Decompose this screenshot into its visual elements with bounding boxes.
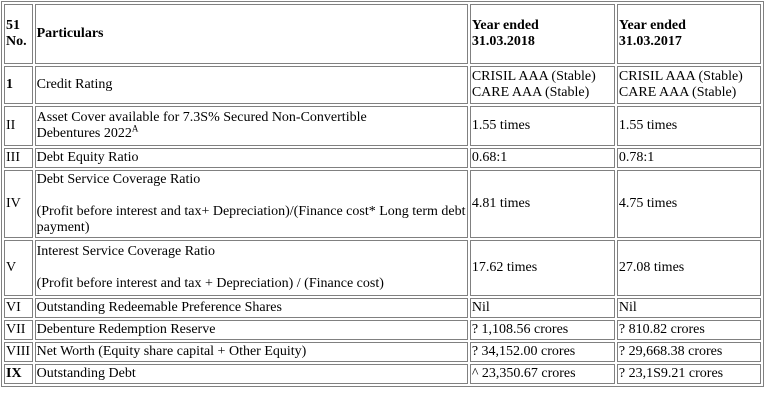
header-year1-line2: 31.03.2018 (471, 34, 535, 49)
footnote-marker: A (131, 123, 139, 134)
table-row: III Debt Equity Ratio 0.68:1 0.78:1 (4, 148, 761, 168)
row-value-2018: 1.55 times (469, 106, 615, 146)
row-no: IX (4, 364, 33, 384)
row-particulars: Outstanding Redeemable Preference Shares (34, 298, 468, 318)
header-no-line2: No. (6, 34, 27, 49)
particulars-line1: Debt Service Coverage Ratio (36, 172, 201, 187)
table-row: 1 Credit Rating CRISIL AAA (Stable) CARE… (4, 66, 761, 104)
row-no: V (4, 240, 33, 296)
row-no: VI (4, 298, 33, 318)
row-value-2017: 0.78:1 (616, 148, 761, 168)
row-particulars: Debt Equity Ratio (34, 148, 468, 168)
particulars-formula: (Profit before interest and tax+ Depreci… (36, 204, 466, 235)
row-value-2018: 0.68:1 (469, 148, 615, 168)
row-value-2018: ^ 23,350.67 crores (469, 364, 615, 384)
header-year1-line1: Year ended (471, 18, 539, 33)
row-particulars: Debenture Redemption Reserve (34, 320, 468, 340)
header-year2-line1: Year ended (618, 18, 686, 33)
row-particulars: Asset Cover available for 7.3S% Secured … (34, 106, 468, 146)
header-year-2017: Year ended 31.03.2017 (616, 4, 761, 64)
row-particulars: Interest Service Coverage Ratio (Profit … (34, 240, 468, 296)
row-value-2017: Nil (616, 298, 761, 318)
table-row: V Interest Service Coverage Ratio (Profi… (4, 240, 761, 296)
rating-line1: CRISIL AAA (Stable) (471, 69, 596, 84)
table-row: IV Debt Service Coverage Ratio (Profit b… (4, 170, 761, 238)
table-row: II Asset Cover available for 7.3S% Secur… (4, 106, 761, 146)
row-value-2018: 17.62 times (469, 240, 615, 296)
row-particulars: Outstanding Debt (34, 364, 468, 384)
row-value-2017: 4.75 times (616, 170, 761, 238)
header-no-line1: 51 (6, 18, 20, 33)
header-particulars: Particulars (34, 4, 468, 64)
particulars-line2: Debentures 2022 (36, 126, 132, 141)
header-year2-line2: 31.03.2017 (618, 34, 682, 49)
row-value-2018: ? 34,152.00 crores (469, 342, 615, 362)
header-serial-no: 51 No. (4, 4, 33, 64)
financial-ratios-table: 51 No. Particulars Year ended 31.03.2018… (1, 1, 764, 387)
row-value-2017: ? 810.82 crores (616, 320, 761, 340)
table-header-row: 51 No. Particulars Year ended 31.03.2018… (4, 4, 761, 64)
table-row: VII Debenture Redemption Reserve ? 1,108… (4, 320, 761, 340)
row-particulars: Net Worth (Equity share capital + Other … (34, 342, 468, 362)
row-value-2018: Nil (469, 298, 615, 318)
rating-line2: CARE AAA (Stable) (618, 85, 737, 100)
rating-line1: CRISIL AAA (Stable) (618, 69, 743, 84)
row-value-2018: CRISIL AAA (Stable) CARE AAA (Stable) (469, 66, 615, 104)
table-row: VIII Net Worth (Equity share capital + O… (4, 342, 761, 362)
row-no: IV (4, 170, 33, 238)
table-row: VI Outstanding Redeemable Preference Sha… (4, 298, 761, 318)
particulars-line1: Interest Service Coverage Ratio (36, 244, 216, 259)
row-value-2018: ? 1,108.56 crores (469, 320, 615, 340)
row-value-2017: 27.08 times (616, 240, 761, 296)
row-value-2017: CRISIL AAA (Stable) CARE AAA (Stable) (616, 66, 761, 104)
row-particulars: Credit Rating (34, 66, 468, 104)
row-no: II (4, 106, 33, 146)
row-no: VIII (4, 342, 33, 362)
header-year-2018: Year ended 31.03.2018 (469, 4, 615, 64)
row-no: VII (4, 320, 33, 340)
row-value-2017: ? 29,668.38 crores (616, 342, 761, 362)
row-value-2017: ? 23,1S9.21 crores (616, 364, 761, 384)
row-no: 1 (4, 66, 33, 104)
table-row: IX Outstanding Debt ^ 23,350.67 crores ?… (4, 364, 761, 384)
row-no: III (4, 148, 33, 168)
row-value-2018: 4.81 times (469, 170, 615, 238)
row-particulars: Debt Service Coverage Ratio (Profit befo… (34, 170, 468, 238)
particulars-formula: (Profit before interest and tax + Deprec… (36, 276, 384, 291)
row-value-2017: 1.55 times (616, 106, 761, 146)
rating-line2: CARE AAA (Stable) (471, 85, 590, 100)
particulars-line1: Asset Cover available for 7.3S% Secured … (36, 110, 367, 125)
